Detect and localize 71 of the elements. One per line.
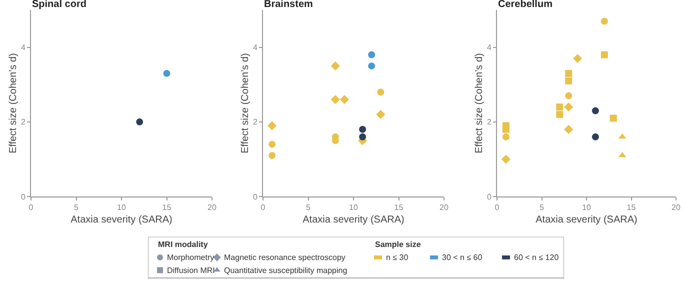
point <box>368 51 376 58</box>
text: Sample size <box>375 240 422 249</box>
y-tick-label: 0 <box>486 192 492 202</box>
x-tick-label: 10 <box>582 203 592 212</box>
x-axis-title: Ataxia severity (SARA) <box>70 214 172 226</box>
x-tick-label: 10 <box>349 203 358 212</box>
legend-label: Magnetic resonance spectroscopy <box>224 253 346 262</box>
y-tick-label: 4 <box>486 43 492 52</box>
point <box>359 133 366 140</box>
chart-title: Spinal cord <box>32 0 86 10</box>
x-tick-label: 15 <box>394 203 404 212</box>
x-tick-label: 0 <box>28 203 34 212</box>
y-tick-label: 0 <box>252 192 258 202</box>
point <box>330 61 340 71</box>
point <box>565 92 572 100</box>
chart-title: Brainstem <box>264 0 314 10</box>
legend-label: 60 < n ≤ 120 <box>514 253 560 262</box>
legend-label: Quantitative susceptibility mapping <box>224 266 348 275</box>
y-tick-label: 4 <box>252 43 258 52</box>
y-axis-title: Effect size (Cohen’s d) <box>240 53 251 154</box>
point <box>502 126 510 133</box>
point <box>330 94 340 104</box>
point <box>600 51 608 58</box>
y-axis-title: Effect size (Cohen’s d) <box>8 53 19 154</box>
point <box>268 152 276 160</box>
y-axis-title: Effect size (Cohen’s d) <box>474 53 485 154</box>
x-tick-label: 0 <box>494 203 500 212</box>
point <box>565 70 572 77</box>
point <box>592 133 599 140</box>
x-tick-label: 20 <box>440 203 449 212</box>
x-axis-title: Ataxia severity (SARA) <box>536 214 638 226</box>
point <box>368 62 376 70</box>
text: MRI modality <box>158 240 208 249</box>
y-tick-label: 0 <box>20 192 26 202</box>
y-tick-label: 2 <box>252 118 258 127</box>
point <box>359 126 366 133</box>
point <box>564 124 574 134</box>
point <box>556 104 564 110</box>
point <box>565 77 572 84</box>
y-tick-label: 2 <box>486 118 492 127</box>
y-tick-label: 2 <box>20 118 26 127</box>
point <box>564 102 574 112</box>
point <box>501 154 510 164</box>
point <box>340 94 349 104</box>
point <box>600 18 608 25</box>
legend-label: Morphometry <box>167 253 214 262</box>
y-tick-label: 4 <box>20 43 26 52</box>
point <box>556 110 564 118</box>
point <box>618 133 626 139</box>
point <box>502 133 510 140</box>
chart-title: Cerebellum <box>498 0 553 10</box>
x-axis-title: Ataxia severity (SARA) <box>302 214 404 226</box>
point <box>268 121 277 130</box>
x-tick-label: 20 <box>672 203 681 212</box>
point <box>573 54 582 64</box>
legend-label: n ≤ 30 <box>386 253 409 262</box>
point <box>376 110 386 120</box>
point <box>377 88 384 96</box>
point <box>268 140 276 148</box>
x-tick-label: 5 <box>74 203 80 212</box>
point <box>592 107 599 114</box>
x-tick-label: 5 <box>306 203 312 212</box>
x-tick-label: 20 <box>208 203 217 212</box>
legend-label: 30 < n ≤ 60 <box>442 253 483 262</box>
point <box>610 114 617 122</box>
x-tick-label: 5 <box>540 203 545 212</box>
x-tick-label: 0 <box>260 203 266 212</box>
x-tick-label: 15 <box>626 203 636 212</box>
x-tick-label: 10 <box>117 203 126 212</box>
legend-label: Diffusion MRI <box>167 266 215 275</box>
x-tick-label: 15 <box>162 203 172 212</box>
